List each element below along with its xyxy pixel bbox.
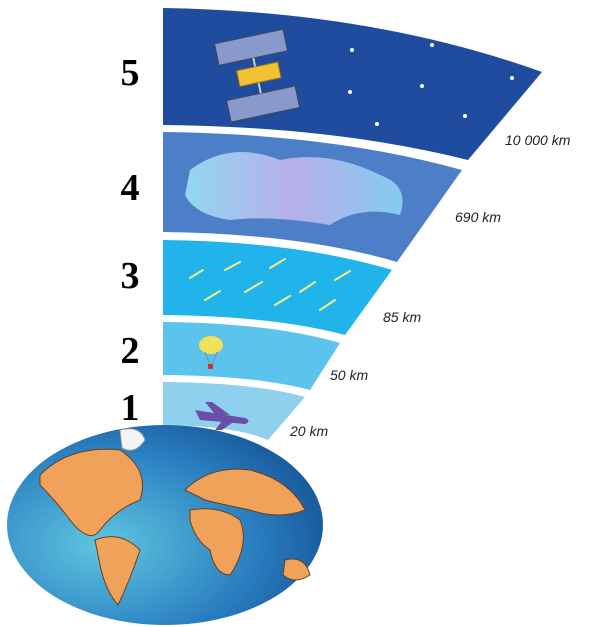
aurora <box>185 152 403 225</box>
layer-number: 1 <box>121 387 140 429</box>
altitude-label: 85 km <box>383 309 421 325</box>
layer-number: 4 <box>121 167 140 209</box>
balloon <box>199 336 223 369</box>
altitude-label: 50 km <box>330 367 368 383</box>
stars <box>348 43 514 126</box>
globe <box>7 425 323 625</box>
layer-band <box>163 240 392 335</box>
satellite <box>213 28 301 123</box>
meteors <box>189 258 351 311</box>
plane <box>195 402 249 430</box>
layer-number: 3 <box>121 255 140 297</box>
layer-band <box>163 322 340 390</box>
altitude-label: 20 km <box>289 423 328 439</box>
layer-number: 5 <box>121 52 140 94</box>
altitude-label: 690 km <box>455 209 501 225</box>
layer-number: 2 <box>121 330 140 372</box>
layer-band <box>163 382 305 440</box>
altitude-label: 10 000 km <box>505 132 571 148</box>
